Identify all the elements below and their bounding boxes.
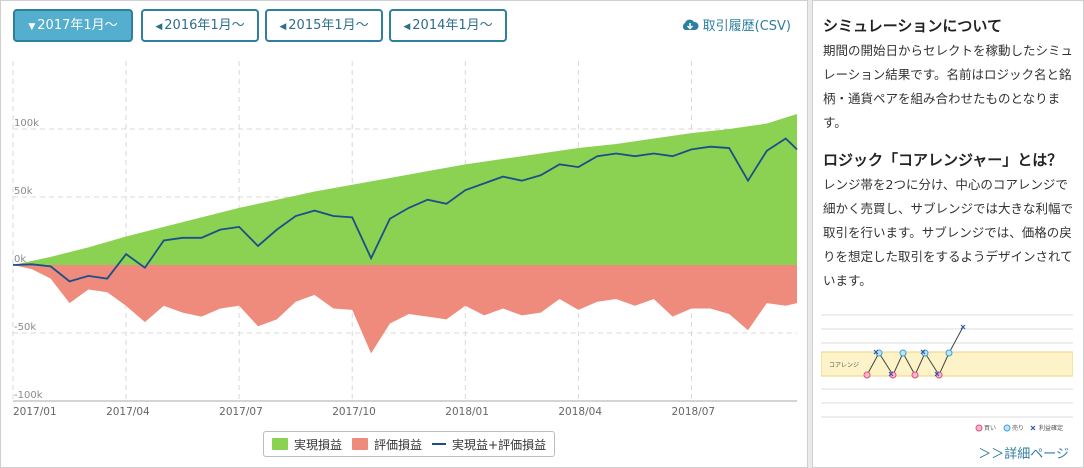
y-tick-label: 100k xyxy=(14,118,39,129)
settle-marker xyxy=(934,371,940,377)
unrealized-area xyxy=(13,265,797,354)
buy-marker xyxy=(863,371,871,379)
chart-panel: ▼ 2017年1月～ ◀ 2016年1月～ ◀ 2015年1月～ ◀ 2014年1月～ … xyxy=(0,0,808,468)
core-range-band xyxy=(821,351,1073,377)
detail-page-link[interactable]: ＞＞詳細ページ xyxy=(978,447,1069,462)
simulation-description: 期間の開始日からセレクトを稼動したシミュレーション結果です。名前はロジック名と銘… xyxy=(823,43,1074,130)
x-tick-label: 2017/10 xyxy=(332,406,376,418)
unrealized-swatch xyxy=(352,438,369,450)
core-range-label: コアレンジ xyxy=(829,362,859,369)
sell-marker xyxy=(945,349,953,357)
x-tick-label: 2017/04 xyxy=(106,406,150,418)
buy-marker xyxy=(935,371,943,379)
settle-legend-marker xyxy=(1030,425,1036,431)
buy-legend-label: 買い xyxy=(984,425,996,432)
x-tick-label: 2018/01 xyxy=(445,406,489,418)
core-ranger-diagram: コアレンジ 買い 売り 利益確定 xyxy=(821,314,1073,432)
realized-area xyxy=(13,114,797,265)
y-tick-label: -100k xyxy=(14,390,43,401)
sell-marker xyxy=(875,349,883,357)
legend-unrealized[interactable]: 評価損益 xyxy=(352,436,422,453)
tab-2014[interactable]: ◀ 2014年1月～ xyxy=(389,9,507,42)
caret-down-icon: ▼ xyxy=(28,22,36,32)
caret-left-icon: ◀ xyxy=(403,22,411,32)
buy-marker xyxy=(889,371,897,379)
y-tick-label: -50k xyxy=(14,322,36,333)
sell-marker xyxy=(921,349,929,357)
tab-2017[interactable]: ▼ 2017年1月～ xyxy=(13,9,133,42)
logic-heading: ロジック「コアレンジャー」とは？ xyxy=(823,151,1063,169)
combined-swatch xyxy=(432,443,447,445)
csv-download-link[interactable]: 取引履歴(CSV) xyxy=(681,15,791,34)
x-tick-label: 2017/07 xyxy=(219,406,263,418)
caret-left-icon: ◀ xyxy=(155,22,163,32)
sell-marker xyxy=(899,349,907,357)
settle-marker xyxy=(960,324,966,330)
realized-swatch xyxy=(272,438,288,450)
buy-marker xyxy=(911,371,919,379)
settle-legend-label: 利益確定 xyxy=(1039,424,1063,432)
y-tick-label: 0k xyxy=(14,254,26,265)
info-panel: シミュレーションについて 期間の開始日からセレクトを稼動したシミュレーション結果… xyxy=(812,0,1084,468)
x-tick-label: 2018/04 xyxy=(558,406,602,418)
x-tick-label: 2017/01 xyxy=(13,406,57,418)
legend-combined[interactable]: 実現益+評価損益 xyxy=(432,436,546,453)
tab-2016[interactable]: ◀ 2016年1月～ xyxy=(141,9,259,42)
tab-2015[interactable]: ◀ 2015年1月～ xyxy=(265,9,383,42)
sell-legend-label: 売り xyxy=(1012,424,1024,432)
settle-marker xyxy=(920,349,926,355)
chart-legend: 実現損益 評価損益 実現益+評価損益 xyxy=(263,431,556,457)
buy-legend-marker xyxy=(975,424,983,432)
x-tick-label: 2018/07 xyxy=(671,406,715,418)
caret-left-icon: ◀ xyxy=(279,22,287,32)
cloud-download-icon xyxy=(682,19,699,30)
settle-marker xyxy=(873,349,879,355)
combined-line xyxy=(12,137,798,283)
settle-marker xyxy=(888,371,894,377)
y-tick-label: 50k xyxy=(14,186,33,197)
logic-description: レンジ帯を2つに分け、中心のコアレンジで細かく売買し、サブレンジでは大きな利幅で… xyxy=(823,177,1074,288)
sell-legend-marker xyxy=(1003,424,1011,432)
profit-chart: 2017/01 2017/04 2017/07 2017/10 2018/01 2018/… xyxy=(12,61,798,418)
legend-realized[interactable]: 実現損益 xyxy=(272,436,342,453)
simulation-heading: シミュレーションについて xyxy=(823,17,1002,35)
